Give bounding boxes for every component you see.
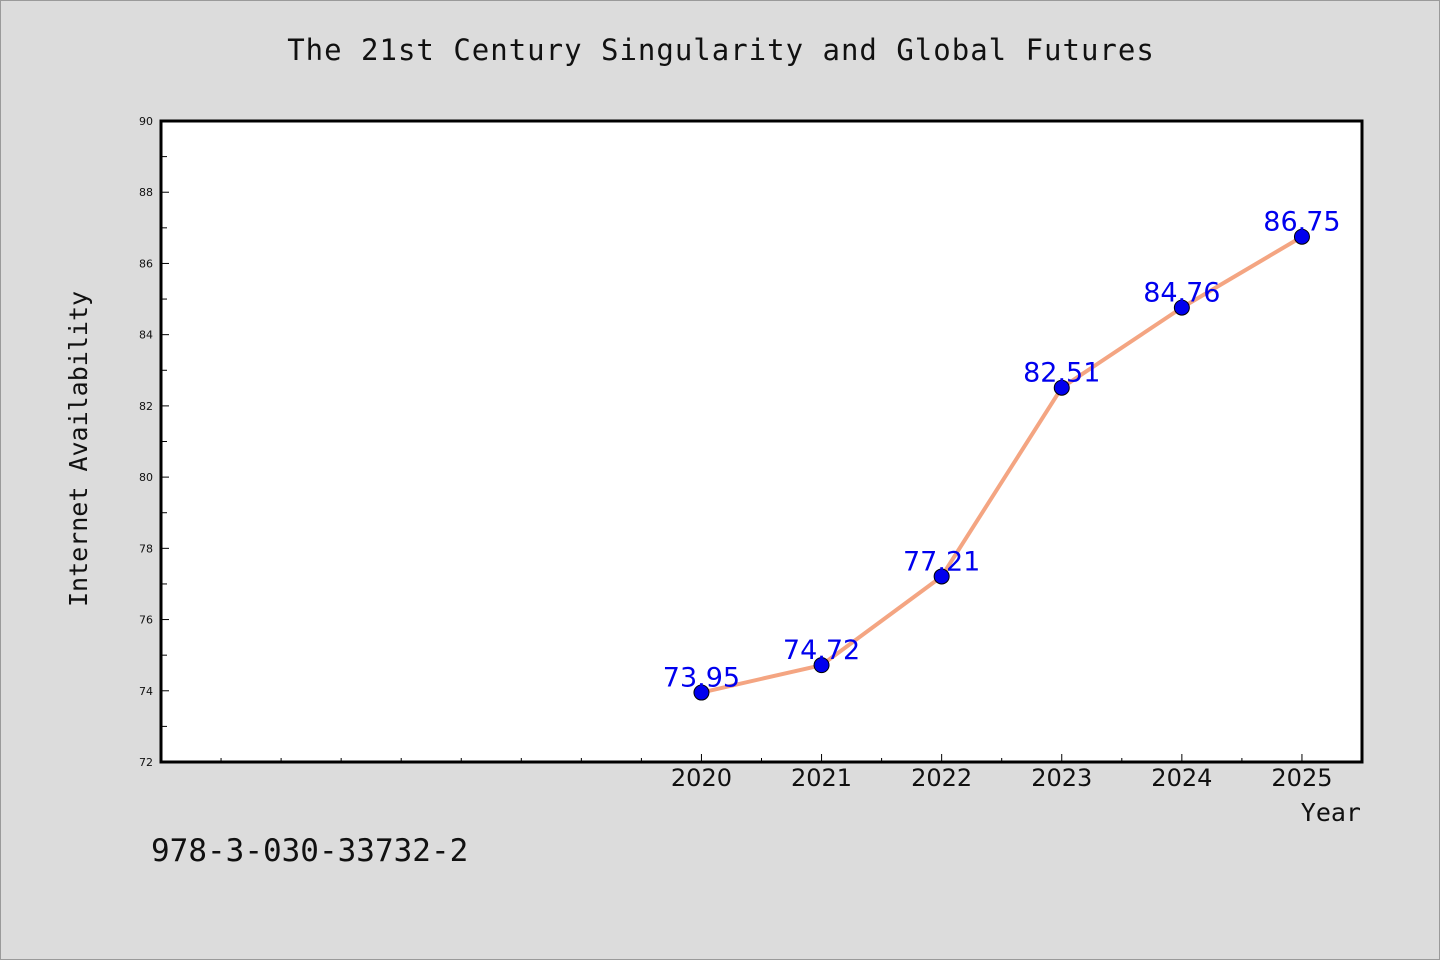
y-tick-label: 72 [139,756,153,769]
x-tick-label: 2024 [1151,764,1212,792]
y-tick-label: 86 [139,257,153,270]
x-tick-label: 2025 [1271,764,1332,792]
y-tick-label: 90 [139,115,153,128]
y-axis: 72 74 76 78 80 82 84 86 88 90 [139,115,169,769]
y-tick-label: 80 [139,471,153,484]
data-label: 84.76 [1143,278,1220,309]
series-line [701,235,1303,695]
data-point [933,568,950,585]
data-point [1053,379,1070,396]
data-point [813,657,830,674]
x-tick-label: 2021 [791,764,852,792]
y-axis-label: Internet Availability [64,291,93,607]
data-point [693,684,710,701]
data-label: 74.72 [783,635,860,666]
x-tick-label: 2020 [671,764,732,792]
data-label: 73.95 [663,663,740,694]
x-tick-label: 2023 [1031,764,1092,792]
data-points-group [693,228,1310,701]
x-tick-label: 2022 [911,764,972,792]
series-line-group [701,235,1303,695]
isbn-text: 978-3-030-33732-2 [151,833,469,869]
data-label: 82.51 [1023,358,1100,389]
data-point [1293,228,1310,245]
plot-area [159,119,1364,764]
x-axis-label: Year [1301,798,1361,827]
data-label: 77.21 [903,546,980,577]
y-tick-label: 78 [139,542,153,555]
data-labels-group: 73.95 74.72 77.21 82.51 84.76 86.75 [663,207,1341,694]
data-label: 86.75 [1263,207,1340,238]
y-tick-label: 82 [139,400,153,413]
chart-title: The 21st Century Singularity and Global … [287,33,1155,67]
y-tick-label: 84 [139,329,153,342]
data-point [1173,299,1190,316]
y-tick-label: 88 [139,186,153,199]
x-axis: 2020 2021 2022 2023 2024 2025 [160,754,1363,792]
y-tick-label: 76 [139,614,153,627]
y-tick-label: 74 [139,685,153,698]
